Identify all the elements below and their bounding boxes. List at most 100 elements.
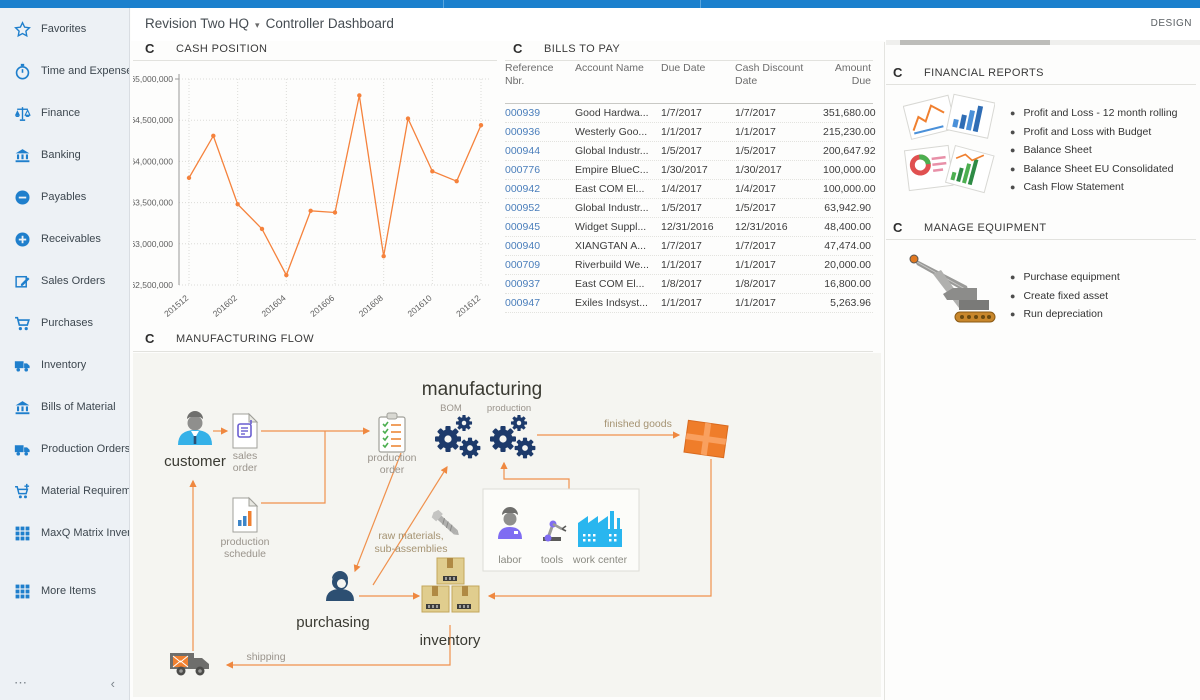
star-icon [14,20,31,38]
production-label: production [487,403,531,414]
svg-text:201606: 201606 [308,293,336,318]
more-options-icon[interactable]: ⋯ [14,675,27,690]
amount-due-cell: 20,000.00 [824,259,871,271]
finished-goods-icon [683,419,729,459]
sidebar: Favorites Time and Expenses Finance Banking… [0,8,130,700]
chevron-down-icon[interactable]: ▾ [255,20,260,30]
refresh-icon[interactable]: C [893,220,903,235]
divider [133,60,497,61]
horizontal-scrollbar[interactable] [886,40,1200,45]
reference-nbr-link[interactable]: 000942 [505,183,541,195]
svg-text:order: order [233,462,258,474]
cash-discount-date-cell: 12/31/2016 [735,221,788,233]
production-schedule-icon [232,496,259,533]
bullet-icon: ● [1010,182,1016,193]
collapse-sidebar-icon[interactable]: ‹ [110,675,115,691]
reference-nbr-link[interactable]: 000709 [505,259,541,271]
sidebar-item-label: Production Orders [41,443,129,455]
financial-report-link[interactable]: ● Profit and Loss - 12 month rolling [1010,107,1178,120]
sidebar-item-label: Banking [41,149,81,161]
financial-report-link[interactable]: ● Cash Flow Statement [1010,181,1124,194]
sidebar-item-material-requirements[interactable]: Material Requirem... [0,470,129,512]
table-row[interactable]: 000945 Widget Suppl... 12/31/2016 12/31/201… [505,218,873,237]
due-date-cell: 1/1/2017 [661,297,702,309]
reference-nbr-link[interactable]: 000944 [505,145,541,157]
sidebar-item-production-orders[interactable]: Production Orders [0,428,129,470]
cart-icon [14,315,31,332]
svg-text:62,500,000: 62,500,000 [133,280,173,290]
svg-text:63,000,000: 63,000,000 [133,239,173,249]
reference-nbr-link[interactable]: 000937 [505,278,541,290]
reference-nbr-link[interactable]: 000936 [505,126,541,138]
table-row[interactable]: 000936 Westerly Goo... 1/1/2017 1/1/2017 215… [505,123,876,142]
divider [505,60,873,61]
sidebar-item-sales-orders[interactable]: Sales Orders [0,260,129,302]
reference-nbr-link[interactable]: 000947 [505,297,541,309]
sidebar-item-time-and-expenses[interactable]: Time and Expenses [0,50,129,92]
labor-label: labor [498,554,522,566]
sidebar-item-banking[interactable]: Banking [0,134,129,176]
equipment-action-link[interactable]: ● Create fixed asset [1010,289,1109,302]
sidebar-item-purchases[interactable]: Purchases [0,302,129,344]
table-row[interactable]: 000709 Riverbuild We... 1/1/2017 1/1/2017 20… [505,256,873,275]
table-row[interactable]: 000939 Good Hardwa... 1/7/2017 1/7/2017 351,… [505,104,876,123]
sidebar-item-inventory[interactable]: Inventory [0,344,129,386]
sidebar-item-maxq-matrix-inventory[interactable]: MaxQ Matrix Invent... [0,512,129,554]
account-name-cell: Global Industr... [575,202,649,214]
table-row[interactable]: 000942 East COM El... 1/4/2017 1/4/2017 100,… [505,180,876,199]
refresh-icon[interactable]: C [145,41,155,56]
grid-icon [14,583,31,600]
main-header: Revision Two HQ ▾ Controller Dashboard DES… [131,8,1200,41]
table-row[interactable]: 000937 East COM El... 1/8/2017 1/8/2017 16,8… [505,275,873,294]
refresh-icon[interactable]: C [513,41,523,56]
scrollbar-thumb[interactable] [900,40,1050,45]
table-row[interactable]: 000940 XIANGTAN A... 1/7/2017 1/7/2017 47,47… [505,237,873,256]
financial-reports-title: FINANCIAL REPORTS [924,66,1044,79]
page-title: Controller Dashboard [265,16,394,31]
due-date-cell: 12/31/2016 [661,221,714,233]
refresh-icon[interactable]: C [145,331,155,346]
reference-nbr-link[interactable]: 000776 [505,164,541,176]
table-row[interactable]: 000944 Global Industr... 1/5/2017 1/5/2017 2… [505,142,876,161]
bullet-icon: ● [1010,290,1016,301]
account-name-cell: Westerly Goo... [575,126,648,138]
company-name[interactable]: Revision Two HQ [145,16,250,31]
col-account-name: Account Name [575,62,644,74]
divider [133,351,873,352]
crane-image [909,254,996,323]
reference-nbr-link[interactable]: 000945 [505,221,541,233]
sidebar-item-receivables[interactable]: Receivables [0,218,129,260]
grid-icon [14,525,31,542]
reference-nbr-link[interactable]: 000940 [505,240,541,252]
sidebar-item-more-items[interactable]: More Items [0,570,129,612]
due-date-cell: 1/4/2017 [661,183,702,195]
bom-label: BOM [440,403,462,414]
equipment-action-link[interactable]: ● Purchase equipment [1010,271,1120,284]
sidebar-item-favorites[interactable]: Favorites [0,8,129,50]
truck-icon [14,441,31,458]
sidebar-item-finance[interactable]: Finance [0,92,129,134]
reference-nbr-link[interactable]: 000939 [505,107,541,119]
sidebar-item-payables[interactable]: Payables [0,176,129,218]
due-date-cell: 1/8/2017 [661,278,702,290]
table-row[interactable]: 000947 Exiles Indsyst... 1/1/2017 1/1/2017 5… [505,294,873,313]
equipment-action-link[interactable]: ● Run depreciation [1010,308,1103,321]
cash-discount-date-cell: 1/1/2017 [735,126,776,138]
reference-nbr-link[interactable]: 000952 [505,202,541,214]
sidebar-item-bills-of-material[interactable]: Bills of Material [0,386,129,428]
sidebar-item-label: Sales Orders [41,275,106,287]
financial-report-link[interactable]: ● Profit and Loss with Budget [1010,125,1152,138]
manufacturing-label: manufacturing [422,379,542,400]
account-name-cell: Good Hardwa... [575,107,649,119]
cash-discount-date-cell: 1/5/2017 [735,145,776,157]
col-cash-discount-date: Cash Discount Date [735,62,804,88]
financial-report-link[interactable]: ● Balance Sheet [1010,144,1092,157]
financial-report-link[interactable]: ● Balance Sheet EU Consolidated [1010,162,1174,175]
design-button[interactable]: DESIGN [1150,18,1192,29]
refresh-icon[interactable]: C [893,65,903,80]
topbar [0,0,1200,8]
cash-position-title: CASH POSITION [176,42,268,55]
table-row[interactable]: 000776 Empire BlueC... 1/30/2017 1/30/2017 1… [505,161,876,180]
cash-discount-date-cell: 1/7/2017 [735,107,776,119]
table-row[interactable]: 000952 Global Industr... 1/5/2017 1/5/2017 6… [505,199,873,218]
